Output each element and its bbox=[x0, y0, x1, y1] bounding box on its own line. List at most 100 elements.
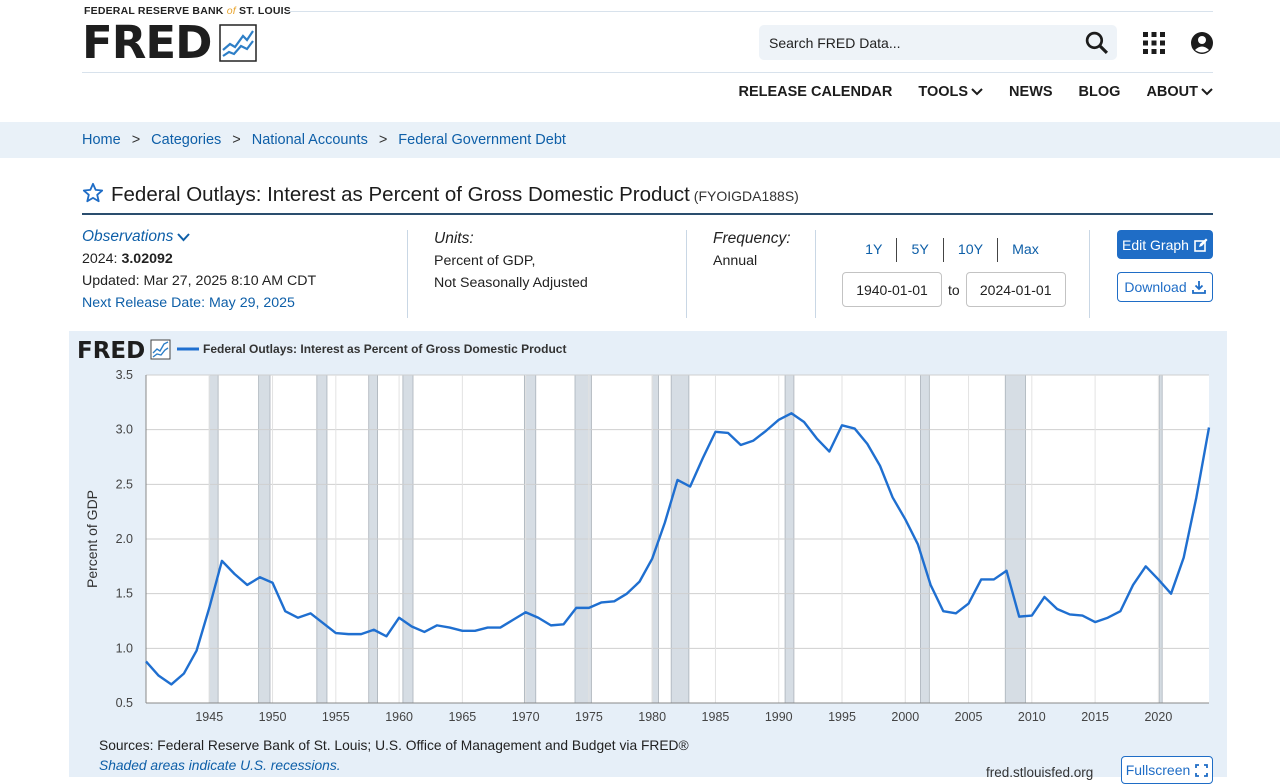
data-point[interactable] bbox=[143, 658, 149, 664]
fred-chart[interactable]: FRED Federal Outlays: Interest as Percen… bbox=[69, 331, 1227, 733]
data-point[interactable] bbox=[206, 605, 212, 611]
data-point[interactable] bbox=[409, 623, 415, 629]
breadcrumb-home[interactable]: Home bbox=[82, 132, 121, 148]
fullscreen-button[interactable]: Fullscreen bbox=[1121, 756, 1213, 784]
data-point[interactable] bbox=[915, 541, 921, 547]
data-point[interactable] bbox=[421, 629, 427, 635]
data-point[interactable] bbox=[1004, 568, 1010, 574]
breadcrumb-categories[interactable]: Categories bbox=[151, 132, 222, 148]
data-point[interactable] bbox=[788, 410, 794, 416]
nav-tools[interactable]: TOOLS bbox=[918, 84, 983, 100]
data-point[interactable] bbox=[624, 591, 630, 597]
data-point[interactable] bbox=[523, 609, 529, 615]
data-point[interactable] bbox=[991, 576, 997, 582]
data-point[interactable] bbox=[1029, 613, 1035, 619]
data-point[interactable] bbox=[662, 520, 668, 526]
nav-blog[interactable]: BLOG bbox=[1079, 84, 1121, 100]
start-date-input[interactable] bbox=[842, 272, 942, 307]
data-point[interactable] bbox=[1206, 424, 1212, 430]
data-point[interactable] bbox=[637, 579, 643, 585]
data-point[interactable] bbox=[345, 631, 351, 637]
data-point[interactable] bbox=[181, 670, 187, 676]
data-point[interactable] bbox=[396, 615, 402, 621]
data-point[interactable] bbox=[156, 673, 162, 679]
data-point[interactable] bbox=[1130, 582, 1136, 588]
edit-graph-button[interactable]: Edit Graph bbox=[1117, 230, 1213, 259]
data-point[interactable] bbox=[940, 608, 946, 614]
data-point[interactable] bbox=[763, 428, 769, 434]
data-point[interactable] bbox=[257, 574, 263, 580]
data-point[interactable] bbox=[1181, 555, 1187, 561]
data-point[interactable] bbox=[586, 605, 592, 611]
nav-about[interactable]: ABOUT bbox=[1146, 84, 1213, 100]
data-point[interactable] bbox=[1193, 494, 1199, 500]
breadcrumb-federal-government-debt[interactable]: Federal Government Debt bbox=[398, 132, 566, 148]
data-point[interactable] bbox=[573, 605, 579, 611]
data-point[interactable] bbox=[497, 625, 503, 631]
data-point[interactable] bbox=[599, 599, 605, 605]
next-release-link[interactable]: Next Release Date: May 29, 2025 bbox=[82, 295, 295, 311]
download-button[interactable]: Download bbox=[1117, 272, 1213, 302]
data-point[interactable] bbox=[864, 441, 870, 447]
search-input[interactable] bbox=[759, 25, 1069, 60]
data-point[interactable] bbox=[447, 625, 453, 631]
fred-logo[interactable]: FRED bbox=[82, 20, 258, 65]
data-point[interactable] bbox=[510, 617, 516, 623]
data-point[interactable] bbox=[1079, 613, 1085, 619]
data-point[interactable] bbox=[1054, 606, 1060, 612]
data-point[interactable] bbox=[877, 463, 883, 469]
data-point[interactable] bbox=[839, 422, 845, 428]
data-point[interactable] bbox=[308, 610, 314, 616]
data-point[interactable] bbox=[814, 435, 820, 441]
data-point[interactable] bbox=[1092, 619, 1098, 625]
end-date-input[interactable] bbox=[965, 272, 1066, 307]
data-point[interactable] bbox=[333, 630, 339, 636]
range-5y[interactable]: 5Y bbox=[897, 238, 944, 262]
data-point[interactable] bbox=[1155, 576, 1161, 582]
data-point[interactable] bbox=[852, 426, 858, 432]
data-point[interactable] bbox=[928, 582, 934, 588]
data-point[interactable] bbox=[687, 484, 693, 490]
data-point[interactable] bbox=[978, 576, 984, 582]
data-point[interactable] bbox=[750, 438, 756, 444]
data-point[interactable] bbox=[282, 608, 288, 614]
data-point[interactable] bbox=[953, 610, 959, 616]
data-point[interactable] bbox=[966, 601, 972, 607]
data-point[interactable] bbox=[675, 477, 681, 483]
chart-url[interactable]: fred.stlouisfed.org bbox=[986, 765, 1094, 780]
data-point[interactable] bbox=[700, 455, 706, 461]
data-point[interactable] bbox=[649, 556, 655, 562]
nav-release-calendar[interactable]: RELEASE CALENDAR bbox=[738, 84, 892, 100]
search-icon[interactable] bbox=[1084, 30, 1109, 55]
range-1y[interactable]: 1Y bbox=[851, 238, 898, 262]
data-point[interactable] bbox=[295, 615, 301, 621]
data-point[interactable] bbox=[459, 628, 465, 634]
favorite-star-icon[interactable] bbox=[82, 182, 104, 204]
data-point[interactable] bbox=[320, 620, 326, 626]
data-point[interactable] bbox=[485, 625, 491, 631]
data-point[interactable] bbox=[270, 580, 276, 586]
data-point[interactable] bbox=[244, 582, 250, 588]
data-point[interactable] bbox=[738, 442, 744, 448]
data-point[interactable] bbox=[561, 621, 567, 627]
data-point[interactable] bbox=[890, 494, 896, 500]
data-point[interactable] bbox=[801, 419, 807, 425]
data-point[interactable] bbox=[168, 681, 174, 687]
data-point[interactable] bbox=[1105, 615, 1111, 621]
observations-toggle[interactable]: Observations bbox=[82, 228, 316, 246]
data-point[interactable] bbox=[434, 622, 440, 628]
data-point[interactable] bbox=[776, 417, 782, 423]
data-point[interactable] bbox=[548, 622, 554, 628]
breadcrumb-national-accounts[interactable]: National Accounts bbox=[251, 132, 368, 148]
data-point[interactable] bbox=[383, 633, 389, 639]
data-point[interactable] bbox=[611, 598, 617, 604]
data-point[interactable] bbox=[358, 631, 364, 637]
data-point[interactable] bbox=[1143, 563, 1149, 569]
data-point[interactable] bbox=[902, 516, 908, 522]
data-point[interactable] bbox=[535, 615, 541, 621]
data-point[interactable] bbox=[712, 429, 718, 435]
apps-grid-icon[interactable] bbox=[1142, 31, 1166, 55]
data-point[interactable] bbox=[725, 430, 731, 436]
data-point[interactable] bbox=[1067, 611, 1073, 617]
range-10y[interactable]: 10Y bbox=[944, 238, 999, 262]
